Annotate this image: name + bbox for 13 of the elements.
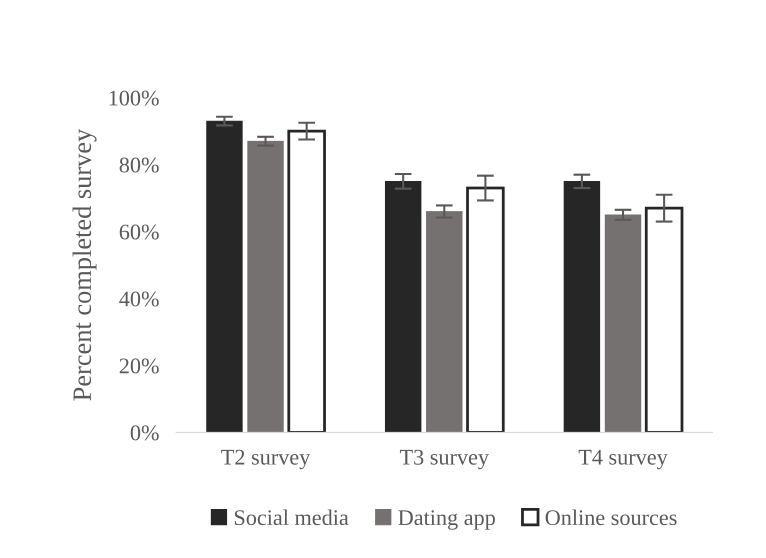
y-tick-label: 0% — [130, 425, 159, 440]
x-tick-label: T4 survey — [578, 450, 668, 470]
legend-label: Social media — [234, 510, 348, 526]
legend-label: Online sources — [546, 510, 677, 526]
y-tick-label: 60% — [120, 224, 159, 240]
y-tick-label: 80% — [120, 158, 159, 173]
y-tick-label: 40% — [119, 291, 159, 307]
x-tick-label: T3 survey — [400, 450, 489, 470]
x-tick-label: T2 survey — [221, 450, 310, 470]
y-axis-title: Percent completed survey — [72, 128, 97, 401]
y-tick-label: 100% — [110, 90, 159, 106]
legend-label: Dating app — [398, 510, 495, 530]
y-tick-label: 20% — [120, 358, 159, 374]
